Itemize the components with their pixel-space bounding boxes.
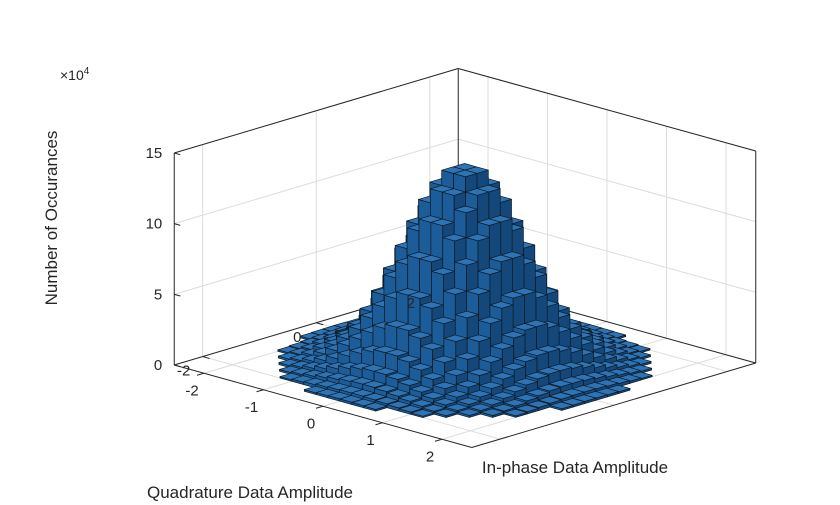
bar-top-face [512, 323, 537, 331]
bar-top-face [408, 331, 433, 339]
x-tick-label: 0 [307, 415, 315, 432]
bar-top-face [453, 169, 478, 178]
bar-top-face [468, 403, 493, 411]
x-tick-label: 1 [366, 432, 374, 449]
z-axis-label: Number of Occurances [42, 131, 61, 306]
histogram-bar [549, 401, 574, 411]
bar-top-face [454, 310, 479, 319]
x-tick-mark [256, 389, 264, 393]
bar-top-face [491, 391, 516, 399]
bar-top-face [524, 348, 549, 356]
histogram-bar [480, 408, 505, 418]
tick-labels: -2 -1 0 1 2 -2 0 2 0 5 10 15 [146, 145, 435, 465]
bar-top-face [466, 334, 491, 342]
axis-box-edge [471, 362, 756, 448]
bar-top-face [490, 342, 515, 350]
z-tick-mark [174, 364, 181, 368]
z-tick-mark [174, 293, 181, 297]
x-tick-mark [315, 405, 324, 409]
z-tick-mark [174, 152, 181, 156]
bar-top-face [514, 404, 539, 413]
bar-top-face [455, 380, 480, 388]
bar-top-face [488, 254, 513, 263]
bar-top-face [500, 291, 525, 299]
histogram-bar [433, 408, 458, 418]
z-exponent-label: ×104 [60, 66, 90, 83]
x-tick-mark [434, 438, 443, 442]
bar-top-face [525, 388, 550, 397]
bar-top-face [432, 355, 457, 363]
x-tick-label: -1 [245, 399, 258, 416]
bar-top-face [455, 352, 480, 360]
z-tick-label: 10 [146, 216, 163, 233]
bar-top-face [466, 287, 491, 295]
bar-top-face [479, 397, 504, 406]
z-tick-label: 15 [146, 145, 163, 162]
histogram-bar [457, 408, 482, 418]
y-tick-label: 2 [407, 295, 415, 312]
bar-top-face [537, 383, 562, 392]
bar-top-face [513, 354, 538, 363]
bar-top-face [537, 396, 562, 404]
bar-top-face [513, 378, 538, 386]
bar-top-face [453, 205, 478, 214]
x-axis-label: In-phase Data Amplitude [482, 458, 668, 477]
bar-top-face [549, 401, 574, 410]
y-axis-label: Quadrature Data Amplitude [147, 483, 353, 502]
bar-top-face [549, 392, 573, 400]
y-tick-label: 0 [293, 329, 301, 346]
bar-top-face [502, 384, 527, 393]
y-tick-label: -2 [177, 363, 190, 380]
bar-top-face [477, 267, 502, 275]
histogram-bar [503, 408, 528, 418]
histogram-bars [277, 163, 653, 418]
bar-top-face [525, 371, 550, 380]
z-tick-label: 5 [154, 286, 162, 303]
bar-top-face [467, 390, 492, 398]
bar-top-face [514, 393, 539, 402]
bar-top-face [477, 218, 502, 226]
bar-top-face [454, 258, 479, 266]
bar-top-face [465, 188, 490, 196]
z-tick-label: 0 [154, 357, 162, 374]
bar-top-face [536, 367, 561, 375]
x-tick-label: 2 [426, 448, 434, 465]
x-tick-mark [196, 372, 205, 376]
bar-top-face [490, 372, 515, 380]
y-tick-mark [202, 356, 210, 360]
histogram-bar [410, 409, 435, 418]
wall-gridline-z [174, 138, 459, 225]
bar-top-face [501, 331, 526, 339]
bar-top-face [479, 381, 504, 389]
bar-top-face [478, 316, 503, 324]
bar-top-face [467, 368, 492, 376]
bar-top-face [456, 397, 481, 405]
bar-top-face [396, 323, 421, 331]
bar-top-face [489, 301, 514, 309]
y-tick-mark [316, 322, 324, 326]
x-tick-mark [375, 422, 383, 426]
axis-box-edge [458, 68, 756, 152]
bar-top-face [480, 408, 505, 416]
bar-top-face [491, 403, 516, 412]
bar-top-face [501, 362, 526, 371]
bar-top-face [503, 408, 528, 417]
bar-top-face [465, 233, 490, 242]
wall-gridline-z [458, 138, 756, 223]
bar-top-face [503, 399, 528, 407]
bar-top-face [478, 355, 503, 363]
z-tick-mark [174, 223, 181, 226]
bar-top-face [548, 379, 573, 388]
axis-box-edge [174, 68, 459, 154]
x-tick-label: -2 [185, 382, 198, 399]
bar-top-face [526, 400, 551, 408]
